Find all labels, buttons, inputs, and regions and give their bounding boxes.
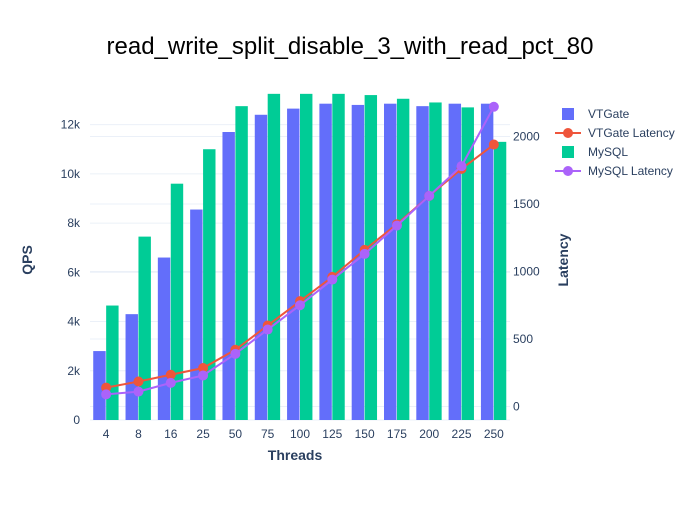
x-tick-label: 125 — [322, 427, 342, 441]
legend-swatch — [562, 146, 574, 158]
y-tick-label: 12k — [61, 118, 81, 132]
bar-vtgate — [384, 103, 397, 420]
bar-mysql — [267, 93, 281, 420]
bar-vtgate — [157, 257, 171, 420]
x-tick-label: 50 — [229, 427, 243, 441]
legend-item[interactable]: MySQL — [562, 145, 628, 159]
y-tick-label: 10k — [61, 167, 81, 181]
point-mysql-latency — [488, 101, 499, 112]
point-vtgate-latency — [133, 376, 144, 387]
x-axis-title: Threads — [268, 447, 323, 463]
bar-mysql — [203, 149, 216, 420]
bar-mysql — [106, 305, 119, 420]
bar-mysql — [461, 107, 474, 420]
y2-tick-label: 1000 — [513, 264, 540, 278]
bar-mysql — [300, 93, 313, 420]
y-axis-title: QPS — [19, 245, 35, 275]
y-tick-label: 4k — [67, 315, 81, 329]
x-tick-label: 200 — [419, 427, 439, 441]
point-mysql-latency — [198, 370, 209, 381]
point-mysql-latency — [327, 274, 338, 285]
x-tick-label: 250 — [484, 427, 504, 441]
point-mysql-latency — [295, 300, 305, 311]
x-tick-label: 175 — [387, 427, 407, 441]
bar-vtgate — [125, 314, 138, 420]
point-mysql-latency — [101, 389, 112, 400]
bar-vtgate — [222, 132, 235, 420]
point-mysql-latency — [262, 324, 273, 335]
legend-item[interactable]: VTGate — [562, 107, 630, 121]
bar-vtgate — [351, 104, 365, 420]
axes-layer: 0 2k 4k 6k 8k 10k 12k 0 500 1000 1500 2000 4 8 16 25 50 7… — [61, 118, 540, 441]
bar-mysql — [138, 236, 151, 420]
chart-title: read_write_split_disable_3_with_read_pct… — [107, 33, 594, 60]
point-mysql-latency — [424, 190, 435, 201]
y-tick-label: 8k — [67, 216, 81, 230]
bar-mysql — [493, 141, 507, 420]
legend-item[interactable]: MySQL Latency — [555, 164, 673, 178]
point-mysql-latency — [165, 377, 176, 388]
bar-mysql — [170, 183, 184, 420]
y2-tick-label: 1500 — [513, 197, 540, 211]
point-mysql-latency — [391, 220, 402, 231]
point-vtgate-latency — [165, 369, 176, 380]
bar-vtgate — [287, 108, 300, 420]
bar-mysql — [332, 93, 345, 420]
bars-layer — [93, 93, 507, 421]
y2-tick-label: 2000 — [513, 129, 540, 143]
y2-tick-label: 0 — [513, 399, 520, 413]
bar-mysql — [235, 106, 248, 421]
y2-axis-title: Latency — [555, 233, 571, 286]
bar-vtgate — [93, 351, 106, 420]
x-tick-label: 16 — [164, 427, 178, 441]
legend-item[interactable]: VTGate Latency — [555, 126, 675, 140]
y-tick-label: 0 — [73, 413, 80, 427]
x-tick-label: 4 — [103, 427, 110, 441]
point-mysql-latency — [230, 348, 241, 359]
bar-mysql — [364, 95, 378, 421]
x-tick-label: 75 — [261, 427, 275, 441]
bar-vtgate — [448, 103, 462, 420]
y-tick-label: 2k — [67, 364, 81, 378]
legend-label: MySQL Latency — [588, 164, 673, 178]
x-tick-label: 225 — [452, 427, 472, 441]
bar-vtgate — [319, 103, 332, 420]
point-vtgate-latency — [198, 363, 209, 374]
legend-label: VTGate — [588, 107, 630, 121]
legend-label: MySQL — [588, 145, 628, 159]
point-mysql-latency — [133, 386, 144, 397]
x-tick-label: 8 — [135, 427, 142, 441]
x-tick-label: 150 — [355, 427, 375, 441]
bar-vtgate — [254, 114, 268, 421]
bar-mysql — [396, 98, 410, 421]
x-tick-label: 25 — [196, 427, 210, 441]
lines-layer — [101, 101, 499, 400]
legend-marker — [563, 166, 573, 176]
point-mysql-latency — [359, 248, 370, 259]
bar-vtgate — [416, 106, 429, 421]
legend-label: VTGate Latency — [588, 126, 675, 140]
legend: VTGate VTGate Latency MySQL MySQL Latency — [555, 107, 675, 178]
legend-marker — [563, 128, 573, 138]
point-vtgate-latency — [488, 139, 499, 150]
point-mysql-latency — [456, 161, 467, 172]
y2-tick-label: 500 — [513, 332, 533, 346]
bar-vtgate — [480, 103, 494, 420]
bar-mysql — [429, 102, 442, 420]
legend-swatch — [562, 108, 574, 120]
bar-vtgate — [190, 209, 203, 420]
y-tick-label: 6k — [67, 265, 81, 279]
x-tick-label: 100 — [290, 427, 310, 441]
